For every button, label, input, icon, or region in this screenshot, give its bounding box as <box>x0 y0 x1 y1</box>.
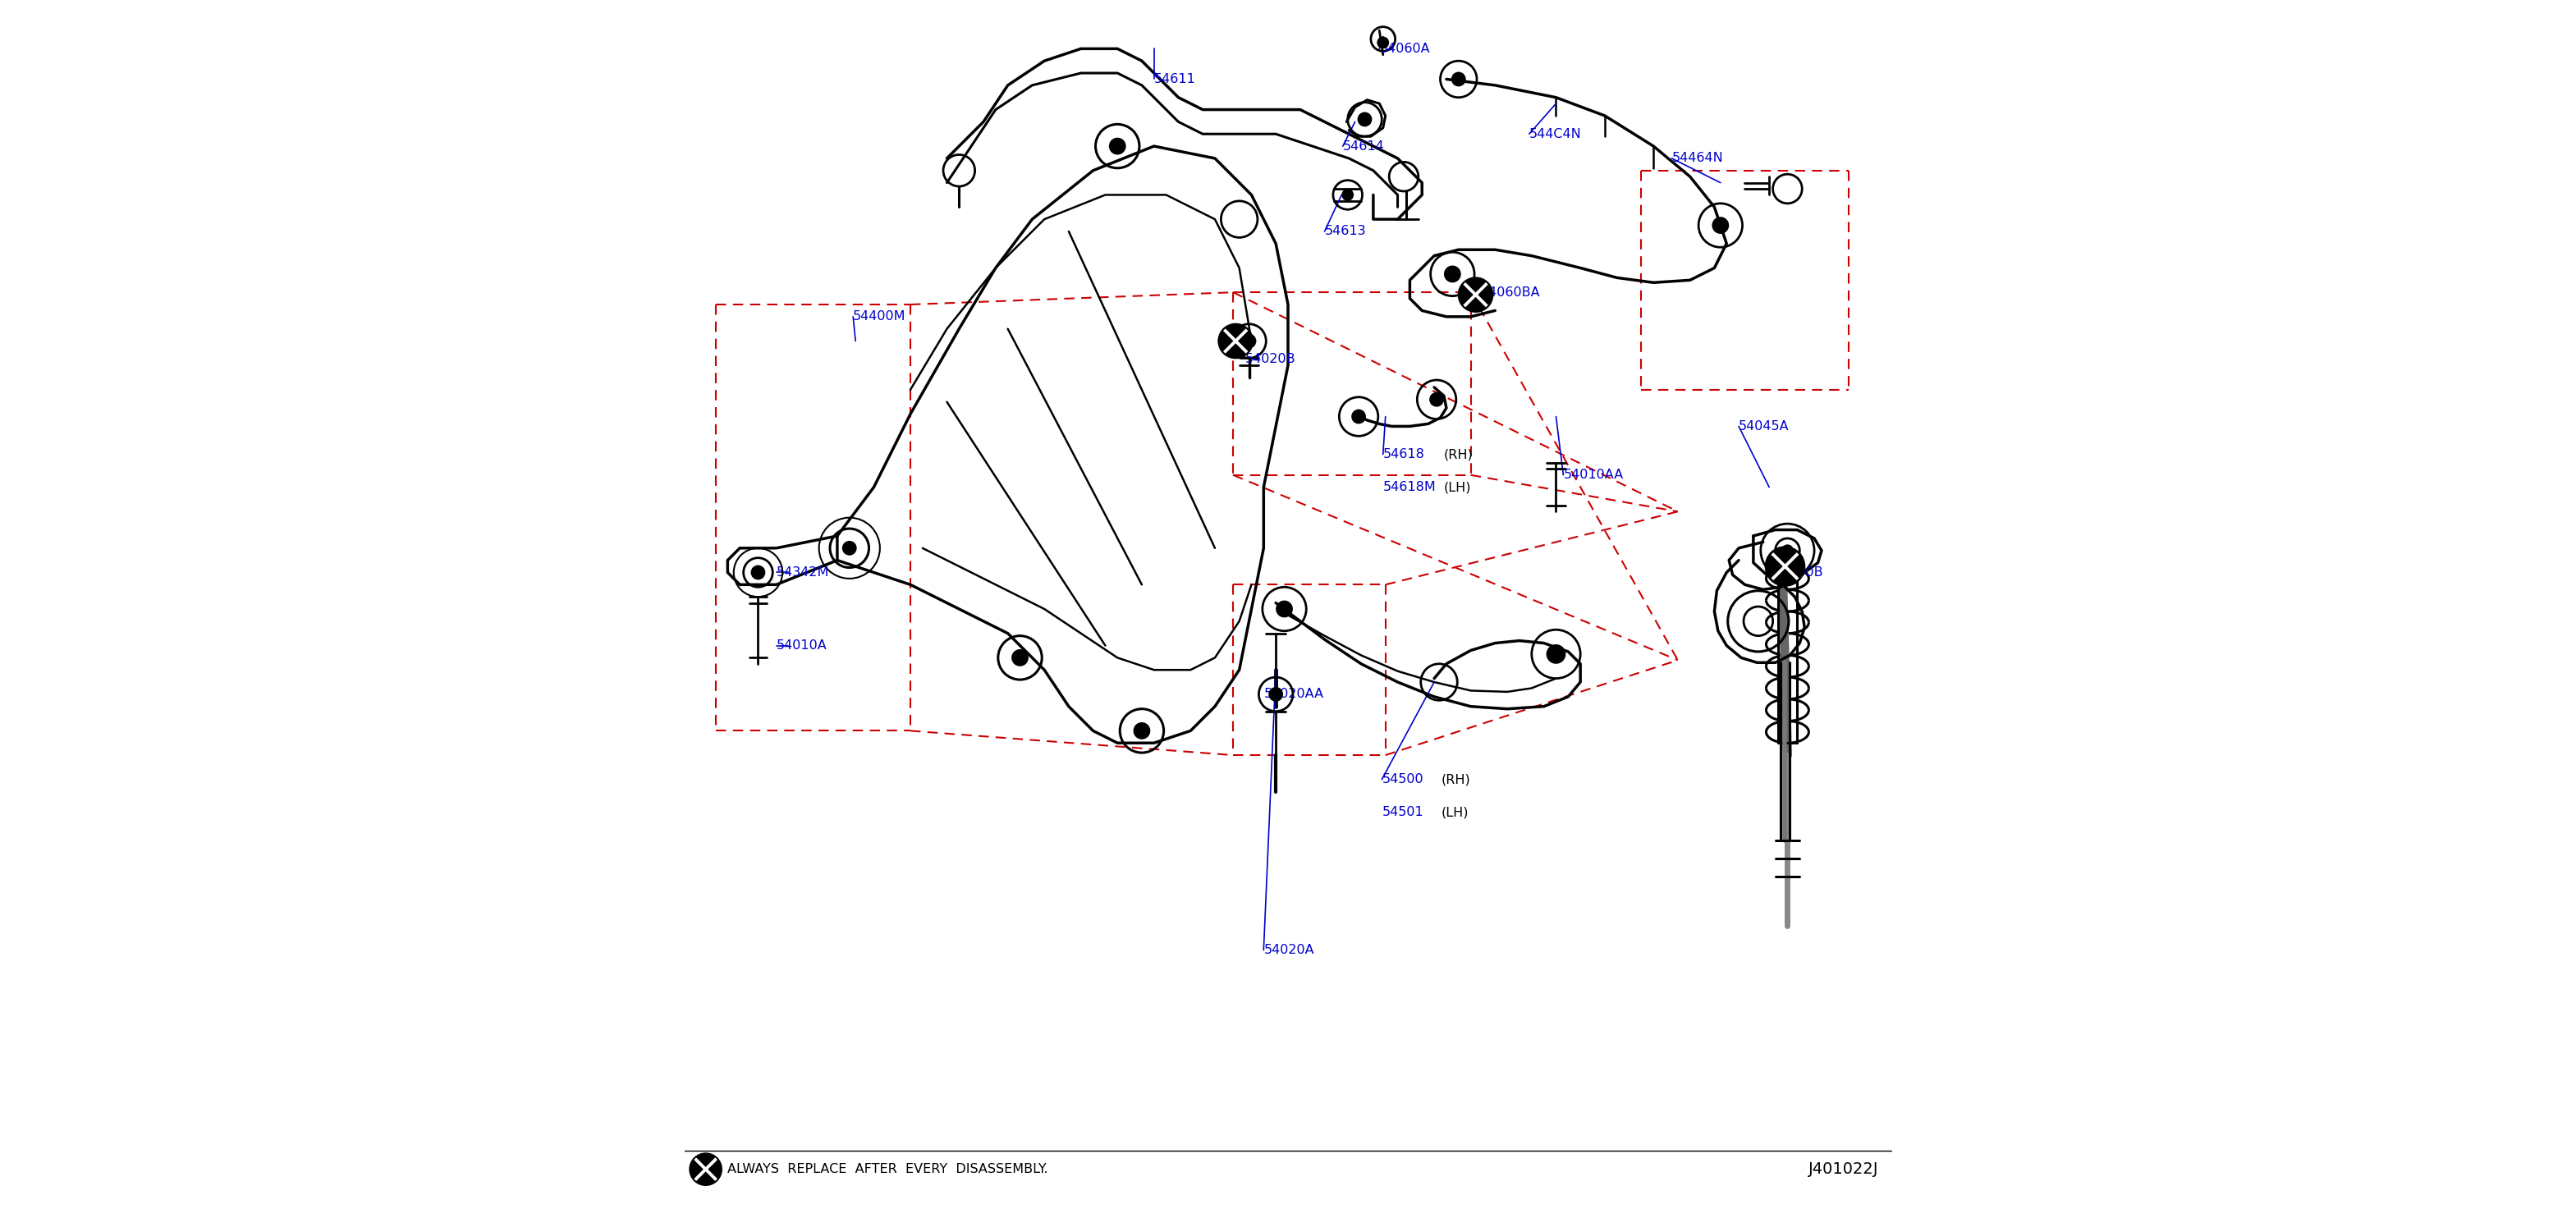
Circle shape <box>1012 649 1028 666</box>
Circle shape <box>1342 189 1355 201</box>
Text: 54020A: 54020A <box>1265 944 1314 956</box>
Text: 54611: 54611 <box>1154 73 1195 85</box>
Text: (LH): (LH) <box>1443 806 1468 818</box>
Text: (RH): (RH) <box>1445 448 1473 460</box>
Text: ALWAYS  REPLACE  AFTER  EVERY  DISASSEMBLY.: ALWAYS REPLACE AFTER EVERY DISASSEMBLY. <box>726 1163 1048 1175</box>
Circle shape <box>1546 644 1566 664</box>
Text: 54020AA: 54020AA <box>1265 688 1324 700</box>
Circle shape <box>1275 600 1293 618</box>
Circle shape <box>1133 722 1151 739</box>
Text: 54045A: 54045A <box>1739 420 1790 432</box>
Text: 54618: 54618 <box>1383 448 1425 460</box>
Circle shape <box>1458 278 1492 312</box>
Text: 54010A: 54010A <box>775 639 827 652</box>
Text: 54500: 54500 <box>1381 773 1425 786</box>
Text: 54614: 54614 <box>1342 140 1383 152</box>
Circle shape <box>1352 409 1365 424</box>
Circle shape <box>1430 392 1445 407</box>
Text: 54342M: 54342M <box>775 566 829 579</box>
Text: 54060A: 54060A <box>1378 43 1430 55</box>
Text: 54501: 54501 <box>1381 806 1425 818</box>
Circle shape <box>690 1153 721 1185</box>
Text: 54400M: 54400M <box>853 311 907 323</box>
Circle shape <box>1783 544 1793 557</box>
Circle shape <box>1267 687 1283 702</box>
Circle shape <box>1378 37 1388 49</box>
Circle shape <box>1713 217 1728 234</box>
Text: 54618M: 54618M <box>1383 481 1437 493</box>
Text: 54060BA: 54060BA <box>1481 286 1540 298</box>
Circle shape <box>1445 266 1461 283</box>
Circle shape <box>1765 547 1806 586</box>
Circle shape <box>1358 112 1373 127</box>
Text: J401022J: J401022J <box>1808 1162 1878 1177</box>
Circle shape <box>842 541 858 555</box>
Circle shape <box>1108 138 1126 155</box>
Text: 54613: 54613 <box>1324 225 1365 238</box>
Text: (RH): (RH) <box>1443 773 1471 786</box>
Circle shape <box>1450 72 1466 86</box>
Text: 54464N: 54464N <box>1672 152 1723 164</box>
Circle shape <box>1218 324 1252 358</box>
Circle shape <box>1242 334 1257 348</box>
Circle shape <box>750 565 765 580</box>
Text: (LH): (LH) <box>1445 481 1471 493</box>
Text: 54010AA: 54010AA <box>1564 469 1623 481</box>
Text: 54020B: 54020B <box>1244 353 1296 365</box>
Text: 54060B: 54060B <box>1772 566 1824 579</box>
Text: 544C4N: 544C4N <box>1530 128 1582 140</box>
